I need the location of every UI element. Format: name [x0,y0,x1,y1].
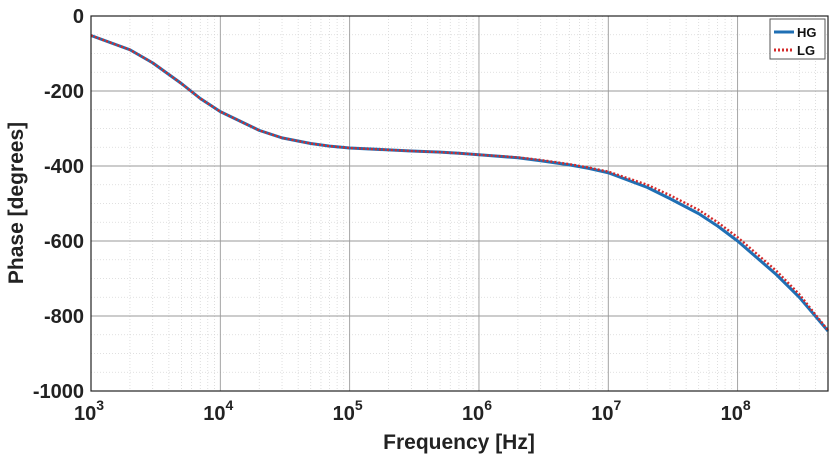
legend-label-hg: HG [797,25,817,40]
series-layer [90,34,830,332]
x-axis-title: Frequency [Hz] [383,431,535,454]
plot-frame [90,15,829,392]
x-tick-label: 104 [203,397,233,425]
y-tick-label: -600 [44,231,84,253]
x-tick-label: 106 [462,397,492,425]
x-tick-label: 107 [591,397,621,425]
x-tick-label: 108 [721,397,751,425]
x-tick-label: 105 [333,397,363,425]
x-tick-labels: 103 104 105 106 107 108 [74,397,751,425]
y-tick-label: 0 [73,6,84,28]
minor-grid [91,16,828,391]
y-tick-label: -200 [44,81,84,103]
plot-background [91,16,828,391]
y-tick-label: -800 [44,306,84,328]
y-tick-label: -1000 [33,381,84,403]
y-axis-title: Phase [degrees] [5,122,28,284]
series-line-lg [90,34,829,331]
legend-box [769,18,826,60]
legend-label-lg: LG [797,43,815,58]
y-tick-label: -400 [44,156,84,178]
y-tick-labels: 0 -200 -400 -600 -800 -1000 [33,6,84,403]
x-tick-label: 103 [74,397,104,425]
legend: HG LG [769,18,826,60]
